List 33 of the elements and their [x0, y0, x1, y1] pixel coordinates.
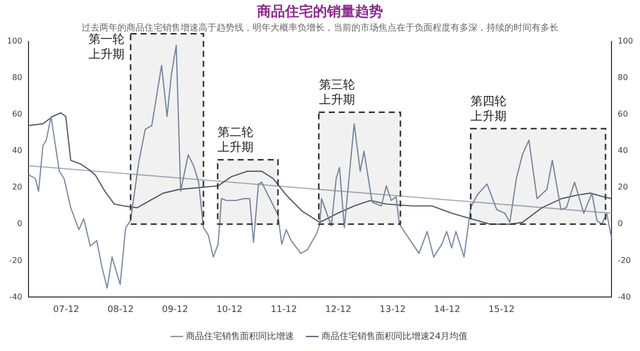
y2-tick-label: -40 — [618, 292, 631, 302]
y-tick-label: 100 — [6, 36, 22, 46]
y-tick-label: 20 — [12, 182, 22, 192]
y-tick-label: -20 — [9, 256, 22, 265]
chart-title: 商品住宅的销量趋势 — [256, 3, 383, 20]
y2-tick-label: 40 — [618, 146, 628, 156]
y-tick-label: 40 — [12, 146, 22, 156]
x-tick-label: 09-12 — [162, 304, 188, 315]
y2-tick-label: 0 — [618, 219, 623, 228]
y2-tick-label: 20 — [618, 182, 628, 192]
x-tick-label: 11-12 — [270, 304, 297, 315]
y2-tick-label: 60 — [618, 110, 628, 119]
y-tick-label: -40 — [9, 292, 22, 302]
band-label: 第三轮上升期 — [318, 77, 355, 106]
x-tick-label: 15-12 — [488, 304, 515, 315]
x-tick-label: 07-12 — [53, 304, 80, 315]
y2-tick-label: 80 — [618, 73, 628, 82]
legend-label: 商品住宅销售面积同比增速 — [186, 330, 294, 342]
band-label: 第二轮上升期 — [218, 124, 254, 154]
y-tick-label: 0 — [17, 219, 22, 228]
x-tick-label: 10-12 — [216, 304, 243, 315]
x-tick-label: 12-12 — [325, 304, 352, 315]
x-tick-label: 13-12 — [380, 304, 406, 315]
x-tick-label: 08-12 — [108, 304, 134, 315]
y2-tick-label: 100 — [618, 36, 634, 46]
y-tick-label: 80 — [12, 73, 22, 82]
y-tick-label: 60 — [12, 110, 22, 119]
band-label: 第四轮上升期 — [470, 94, 507, 123]
legend-label: 商品住宅销售面积同比增速24月均值 — [321, 330, 468, 342]
chart-subtitle: 过去两年的商品住宅销售增速高于趋势线，明年大概率负增长，当前的市场焦点在于负面程度有多深，持续的时间有多长 — [82, 22, 558, 34]
band-label: 第一轮上升期 — [88, 32, 125, 61]
y2-tick-label: -20 — [618, 256, 631, 265]
x-tick-label: 14-12 — [434, 304, 460, 315]
